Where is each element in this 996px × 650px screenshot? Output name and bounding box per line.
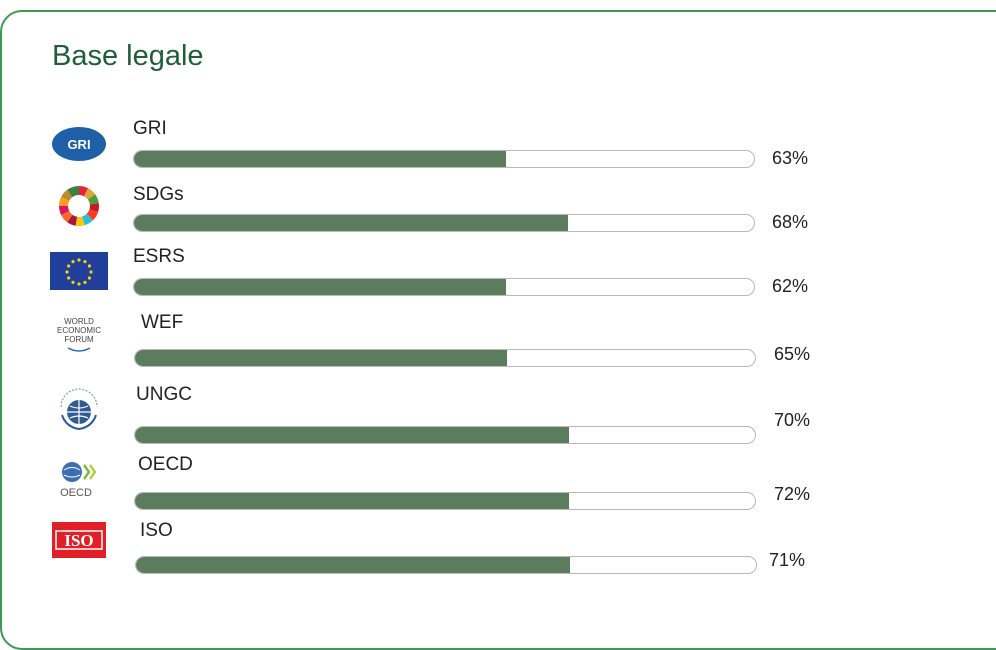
svg-text:OECD: OECD xyxy=(60,487,92,499)
progress-fill xyxy=(135,427,569,443)
percent-value: 62% xyxy=(772,276,809,296)
eu-flag-icon xyxy=(50,248,108,292)
progress-bar xyxy=(134,492,756,510)
gri-logo-icon: GRI xyxy=(50,122,108,166)
progress-bar xyxy=(134,426,756,444)
progress-bar xyxy=(133,150,755,168)
oecd-logo-icon: OECD xyxy=(50,458,108,502)
card-title: Base legale xyxy=(52,40,204,72)
row-label: GRI xyxy=(133,118,167,139)
row-label: SDGs xyxy=(133,184,184,205)
row-label: UNGC xyxy=(136,384,192,405)
percent-value: 68% xyxy=(772,212,809,232)
progress-bar xyxy=(133,278,755,296)
svg-text:ECONOMIC: ECONOMIC xyxy=(57,326,101,335)
svg-text:ISO: ISO xyxy=(64,531,93,550)
percent-value: 71% xyxy=(769,550,806,570)
sdgs-wheel-icon xyxy=(50,184,108,228)
progress-fill xyxy=(136,557,570,573)
progress-fill xyxy=(134,215,568,231)
row-oecd: OECD OECD 72% xyxy=(0,454,996,514)
svg-text:WORLD: WORLD xyxy=(64,317,94,326)
progress-fill xyxy=(135,350,507,366)
un-global-compact-icon xyxy=(50,388,108,432)
row-label: ESRS xyxy=(133,246,185,267)
progress-bar xyxy=(134,349,756,367)
row-esrs: ESRS 62% xyxy=(0,246,996,306)
percent-value: 70% xyxy=(774,410,811,430)
gri-logo-text: GRI xyxy=(67,137,90,152)
percent-value: 63% xyxy=(772,148,809,168)
row-ungc: UNGC 70% xyxy=(0,384,996,444)
percent-value: 72% xyxy=(774,484,811,504)
wef-logo-icon: WORLD ECONOMIC FORUM xyxy=(50,312,108,356)
iso-logo-icon: ISO xyxy=(50,518,108,562)
progress-fill xyxy=(135,493,569,509)
svg-text:FORUM: FORUM xyxy=(64,335,94,344)
row-label: WEF xyxy=(141,312,184,333)
progress-fill xyxy=(134,151,506,167)
percent-value: 65% xyxy=(774,344,811,364)
progress-bar xyxy=(135,556,757,574)
progress-bar xyxy=(133,214,755,232)
base-legale-card xyxy=(0,10,996,650)
progress-fill xyxy=(134,279,506,295)
row-label: ISO xyxy=(140,520,173,541)
row-label: OECD xyxy=(138,454,193,475)
row-sdgs: SDGs 68% xyxy=(0,182,996,242)
row-iso: ISO ISO 71% xyxy=(0,518,996,578)
row-gri: GRI GRI 63% xyxy=(0,116,996,176)
row-wef: WORLD ECONOMIC FORUM WEF 65% xyxy=(0,310,996,370)
